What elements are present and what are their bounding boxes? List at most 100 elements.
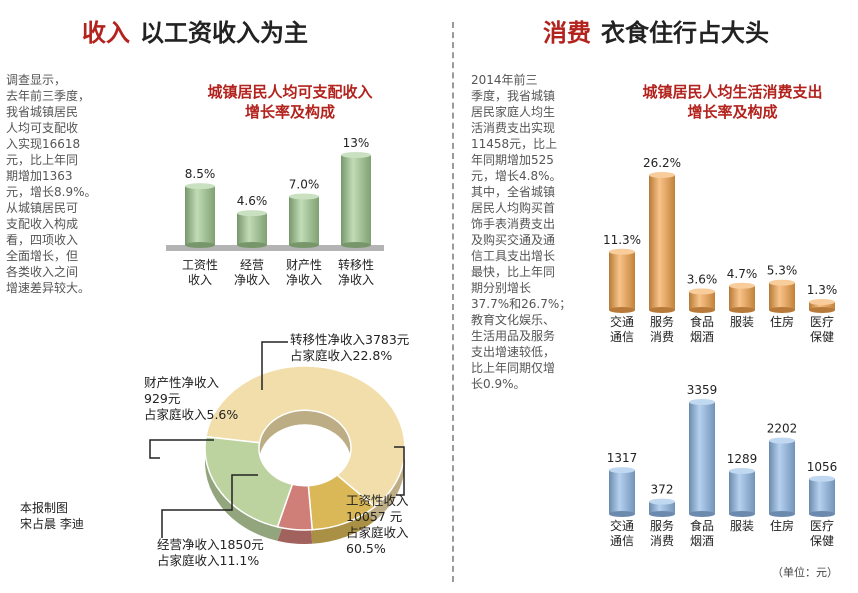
consumption-paragraph-line: 11458元，比上 — [471, 137, 558, 151]
consumption-paragraph-line: 期分别增长 — [471, 281, 532, 295]
income-paragraph-line: 支配收入构成 — [6, 217, 79, 231]
category-label-income-growth-2: 净收入 — [286, 273, 322, 287]
donut-label-1-line: 经营净收入1850元 — [157, 537, 264, 552]
value-label-income-growth-0: 8.5% — [185, 167, 216, 181]
unit-label: （单位：元） — [772, 566, 838, 579]
category-label-consumption-amount-4: 住房 — [770, 518, 794, 533]
consumption-paragraph-line: 居民家庭人均生 — [471, 105, 556, 119]
category-label-income-growth-2: 财产性 — [286, 258, 322, 272]
income-composition-donut — [149, 341, 406, 544]
bar-income-growth-1 — [237, 210, 267, 248]
category-label-consumption-amount-0: 交通 — [610, 518, 634, 533]
donut-label-0-line: 60.5% — [346, 541, 386, 556]
category-label-consumption-growth-5: 保健 — [810, 330, 834, 344]
consumption-paragraph-line: 37.7%和26.7%； — [471, 297, 572, 311]
chart-platform — [166, 245, 384, 251]
income-chart-title: 城镇居民人均可支配收入 增长率及构成 — [170, 82, 410, 122]
consumption-paragraph-line: 支出增速较低， — [471, 345, 556, 359]
category-label-consumption-amount-3: 服装 — [730, 519, 754, 533]
category-label-income-growth-0: 收入 — [188, 273, 212, 287]
value-label-consumption-amount-5: 1056 — [807, 460, 838, 474]
income-heading-keyword: 收入 — [82, 18, 130, 47]
category-label-consumption-amount-5: 保健 — [810, 534, 834, 548]
bar-consumption-growth-1 — [649, 172, 675, 313]
category-label-consumption-amount-2: 烟酒 — [690, 534, 714, 548]
value-label-consumption-growth-4: 5.3% — [767, 264, 798, 278]
category-label-consumption-amount-1: 服务 — [650, 518, 674, 533]
income-chart-title-line: 增长率及构成 — [244, 103, 335, 121]
category-label-consumption-growth-2: 烟酒 — [690, 330, 714, 344]
donut-label-2-line: 929元 — [144, 391, 181, 406]
consumption-paragraph-line: 年同期增加525 — [471, 153, 554, 167]
donut-label-0-line: 10057 元 — [346, 509, 403, 524]
consumption-paragraph-line: 比上年同期仅增 — [471, 361, 556, 375]
bar-consumption-growth-3 — [729, 282, 755, 313]
value-label-income-growth-3: 13% — [343, 136, 370, 150]
category-label-consumption-growth-0: 交通 — [610, 314, 634, 329]
business-income-label: 经营净收入1850元 占家庭收入11.1% — [157, 537, 264, 569]
donut-label-1-line: 占家庭收入11.1% — [157, 553, 260, 568]
bar-income-growth-2 — [289, 193, 319, 248]
bar-consumption-growth-0 — [609, 248, 635, 313]
consumption-paragraph-line: 饰手表消费支出 — [471, 217, 556, 231]
consumption-chart-title: 城镇居民人均生活消费支出 增长率及构成 — [610, 82, 855, 122]
consumption-paragraph-line: 最快，比上年同 — [471, 265, 556, 279]
bar-consumption-amount-3 — [729, 468, 755, 517]
income-paragraph: 调查显示， 去年前三季度， 我省城镇居民 人均可支配收 入实现16618 元，比上年同 期增… — [6, 72, 98, 296]
value-label-consumption-amount-1: 372 — [651, 483, 674, 497]
income-heading-text: 以工资收入为主 — [140, 18, 308, 47]
consumption-paragraph-line: 长0.9%。 — [471, 377, 526, 391]
value-label-consumption-growth-0: 11.3% — [603, 233, 641, 247]
income-paragraph-line: 增速差异较大。 — [6, 281, 91, 295]
category-label-income-growth-0: 工资性 — [182, 258, 218, 272]
property-income-label: 财产性净收入 929元 占家庭收入5.6% — [144, 375, 238, 423]
income-paragraph-line: 元，增长8.9%。 — [6, 185, 97, 199]
category-label-income-growth-3: 转移性 — [338, 257, 374, 272]
income-paragraph-line: 全面增长，但 — [6, 249, 79, 263]
bar-consumption-amount-0 — [609, 467, 635, 517]
consumption-paragraph-line: 元，增长4.8%。 — [471, 169, 562, 183]
donut-slice-0 — [205, 365, 406, 508]
category-label-consumption-growth-5: 医疗 — [810, 315, 834, 329]
consumption-paragraph-line: 其中，全省城镇 — [471, 185, 556, 199]
income-heading: 收入 以工资收入为主 — [82, 13, 308, 48]
wage-income-label: 工资性收入 10057 元占家庭收入 60.5% — [346, 493, 409, 557]
category-label-income-growth-1: 净收入 — [234, 273, 270, 287]
consumption-chart-title-line: 增长率及构成 — [687, 103, 778, 121]
income-paragraph-line: 元，比上年同 — [6, 153, 79, 167]
bar-consumption-growth-2 — [689, 288, 715, 313]
income-paragraph-line: 去年前三季度， — [6, 89, 91, 103]
consumption-paragraph: 2014年前三 季度，我省城镇 居民家庭人均生 活消费支出实现 11458元，比上 年同期… — [471, 72, 579, 392]
category-label-consumption-amount-5: 医疗 — [810, 519, 834, 533]
category-label-consumption-amount-0: 通信 — [610, 534, 634, 548]
value-label-consumption-amount-3: 1289 — [727, 452, 758, 466]
bar-consumption-growth-5 — [809, 299, 835, 313]
consumption-paragraph-line: 及购买交通及通 — [471, 233, 556, 247]
bar-consumption-amount-2 — [689, 399, 715, 517]
income-paragraph-line: 人均可支配收 — [6, 121, 79, 135]
value-label-consumption-growth-3: 4.7% — [727, 267, 758, 281]
category-label-income-growth-1: 经营 — [240, 258, 264, 272]
bar-consumption-amount-1 — [649, 498, 675, 517]
income-paragraph-line: 期增加1363 — [6, 169, 73, 183]
category-label-consumption-growth-2: 食品 — [690, 314, 714, 329]
donut-label-0-line: 工资性收入 — [346, 493, 409, 508]
leader-line-3 — [261, 341, 288, 390]
income-growth-chart: 8.5% 工资性收入 4.6% 经营净收入 7.0% 财产性净收入 13% 转移性净收入 — [166, 136, 384, 287]
section-divider — [452, 22, 454, 582]
consumption-heading-keyword: 消费 — [543, 18, 591, 47]
consumption-paragraph-line: 2014年前三 — [471, 73, 538, 87]
donut-label-3-line: 转移性净收入3783元 — [290, 332, 410, 347]
category-label-consumption-amount-2: 食品 — [690, 518, 714, 533]
leader-line-0 — [394, 446, 405, 496]
donut-label-3-line: 占家庭收入22.8% — [290, 348, 393, 363]
value-label-consumption-growth-1: 26.2% — [643, 156, 681, 170]
category-label-consumption-growth-1: 服务 — [650, 314, 674, 329]
income-paragraph-line: 入实现16618 — [6, 137, 81, 151]
value-label-consumption-amount-4: 2202 — [767, 422, 798, 436]
credit-line: 本报制图 — [20, 501, 69, 515]
bar-income-growth-0 — [185, 183, 215, 248]
income-chart-title-line: 城镇居民人均可支配收入 — [207, 83, 373, 101]
